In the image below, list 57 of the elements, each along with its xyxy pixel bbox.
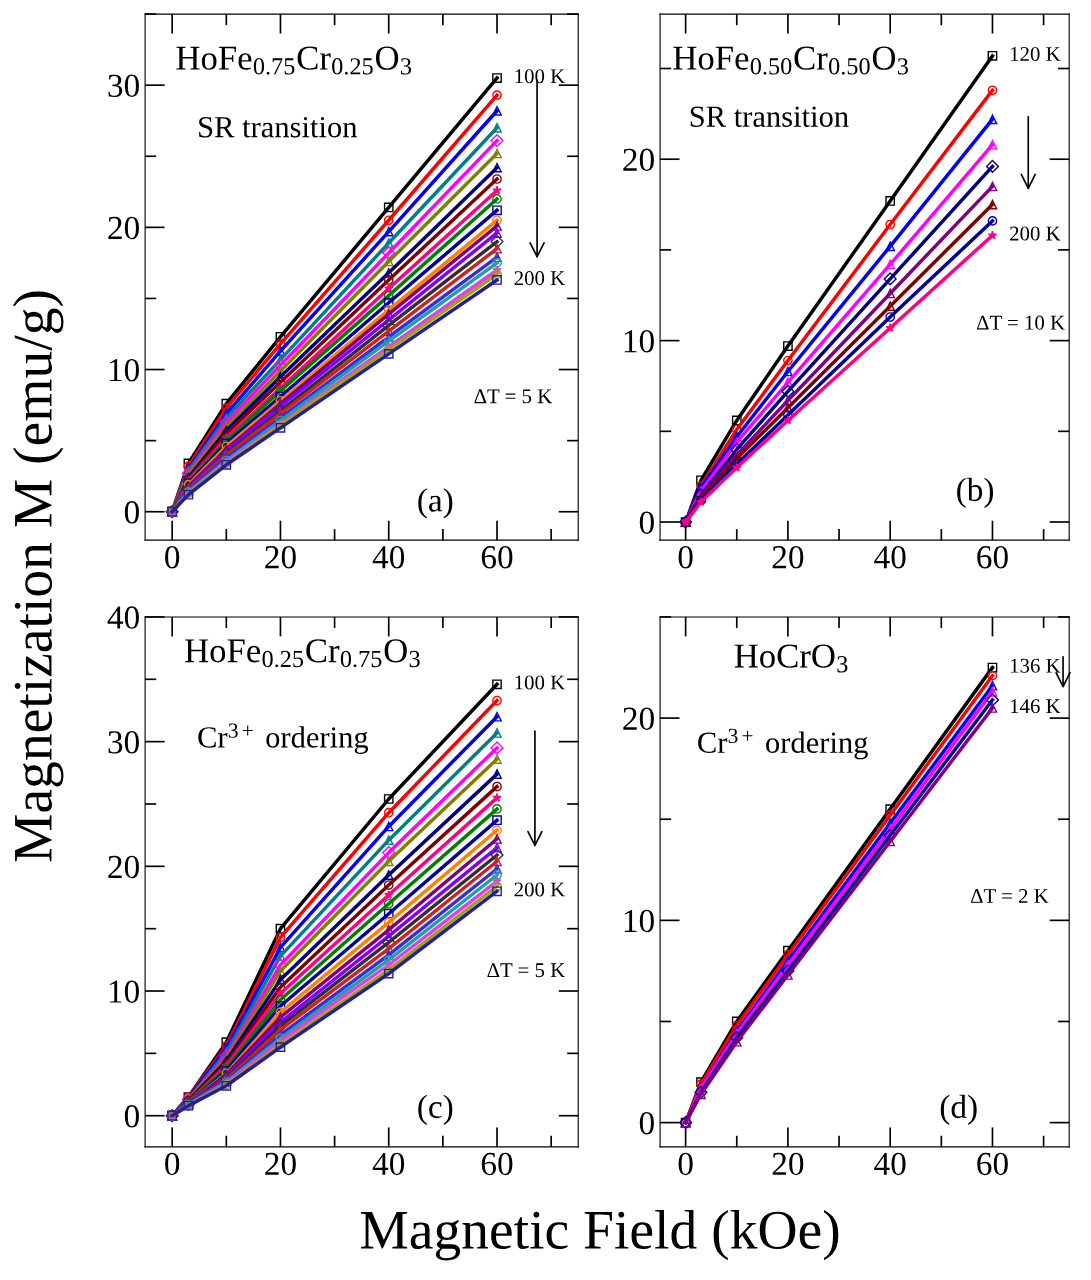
annotation: (b) (957, 477, 994, 508)
x-tick-label: 60 (481, 1152, 513, 1176)
y-axis-title: Magnetization M (emu/g) (12, 291, 64, 862)
text: HoFe$_{0.50}$Cr$_{0.50}$O$_{3}$ (673, 46, 908, 75)
text: HoCrO$_{3}$ (734, 644, 848, 673)
y-tick-label: 0 (639, 1112, 654, 1135)
annotation: 120 K (1010, 46, 1061, 62)
text: HoFe$_{0.25}$Cr$_{0.75}$O$_{3}$ (185, 639, 420, 668)
y-tick-label: 20 (108, 855, 139, 879)
y-tick-label: 30 (108, 74, 139, 98)
x-tick-label: 0 (165, 1152, 180, 1176)
y-tick-label: 20 (623, 148, 654, 172)
x-tick-label: 60 (977, 1152, 1008, 1176)
annotation: 146 K (1010, 699, 1061, 714)
text: Cr$^{3+}$ ordering (198, 723, 369, 754)
annotation: ΔT = 5 K (474, 389, 553, 404)
annotation: 100 K (515, 69, 565, 84)
annotation: 200 K (514, 271, 565, 286)
annotation: ΔT = 10 K (976, 315, 1065, 330)
y-tick-label: 0 (639, 511, 654, 534)
text: Cr$^{3+}$ ordering (698, 728, 868, 760)
text: SR transition (199, 116, 358, 138)
annotation: 100 K (515, 675, 565, 690)
x-tick-label: 20 (265, 545, 296, 569)
annotation: 200 K (1010, 226, 1061, 241)
y-tick-label: 10 (109, 358, 139, 382)
y-tick-label: 40 (107, 606, 139, 629)
x-tick-label: 20 (772, 545, 804, 569)
x-tick-label: 40 (372, 1152, 405, 1176)
y-tick-label: 0 (124, 1105, 139, 1128)
y-tick-label: 10 (109, 980, 139, 1003)
x-tick-label: 40 (372, 545, 405, 569)
annotation: ΔT = 5 K (487, 963, 566, 978)
y-tick-label: 30 (108, 731, 139, 754)
annotation: (d) (940, 1094, 977, 1125)
x-tick-label: 0 (165, 545, 180, 569)
x-tick-label: 40 (874, 545, 906, 569)
annotation: 200 K (514, 882, 565, 897)
text: SR transition (690, 106, 849, 127)
x-axis-title: Magnetic Field (kOe) (360, 1209, 839, 1261)
annotation: (c) (418, 1094, 453, 1125)
annotation: (a) (418, 488, 453, 519)
x-tick-label: 20 (265, 1152, 296, 1176)
y-tick-label: 10 (624, 330, 654, 353)
y-tick-label: 20 (108, 216, 139, 240)
y-tick-label: 20 (623, 707, 654, 730)
x-tick-label: 60 (481, 545, 513, 569)
x-tick-label: 20 (772, 1152, 804, 1176)
y-tick-label: 0 (124, 501, 139, 524)
y-tick-label: 10 (624, 909, 654, 933)
x-tick-label: 60 (977, 545, 1008, 569)
annotation: ΔT = 2 K (970, 889, 1049, 903)
x-tick-label: 0 (678, 545, 693, 569)
text: HoFe$_{0.75}$Cr$_{0.25}$O$_{3}$ (176, 46, 412, 75)
annotation: 136 K (1010, 658, 1061, 673)
x-tick-label: 0 (678, 1152, 693, 1176)
x-tick-label: 40 (874, 1152, 906, 1176)
